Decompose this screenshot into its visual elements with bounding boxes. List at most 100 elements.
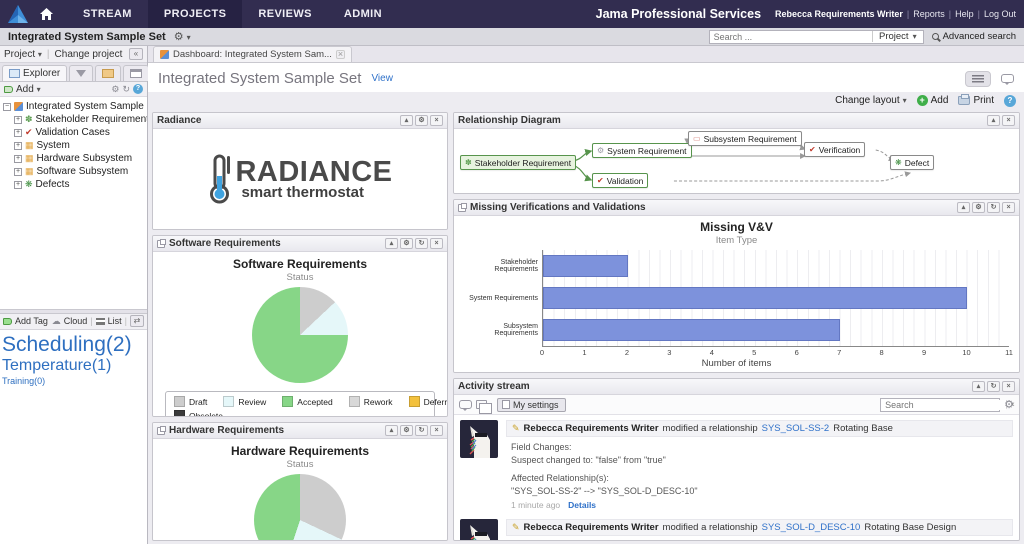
tree-item-hardware-subsystem[interactable]: + ▦ Hardware Subsystem [14,153,133,164]
widget-settings-icon[interactable]: ⚙ [972,202,985,213]
tree-settings-gear-icon[interactable]: ⚙ [111,83,120,94]
expand-node-icon[interactable]: + [14,180,22,189]
all-activity-filter-icon[interactable] [476,400,492,414]
node-stakeholder-requirement[interactable]: ✽ Stakeholder Requirement [460,155,577,170]
tab-explorer[interactable]: Explorer [2,65,68,81]
close-widget-icon[interactable]: × [1002,202,1015,213]
close-widget-icon[interactable]: × [430,238,443,249]
tree-item-defects[interactable]: + ❋ Defects [14,179,70,190]
tab-releases[interactable] [95,65,122,81]
activity-user[interactable]: Rebecca Requirements Writer [523,522,659,534]
details-link[interactable]: Details [568,500,597,511]
close-tab-icon[interactable]: × [335,49,345,59]
jama-logo-icon[interactable] [8,5,28,23]
collapse-widget-icon[interactable]: ▴ [987,115,1000,126]
add-button[interactable]: Add ▾ [16,83,41,95]
node-defect[interactable]: ❋ Defect [890,155,935,170]
search-scope-dropdown[interactable]: Project ▾ [871,31,923,42]
popout-icon[interactable] [157,425,166,435]
add-widget-button[interactable]: + Add [916,95,948,106]
print-button[interactable]: Print [958,94,994,106]
help-link[interactable]: Help [955,9,974,19]
comments-filter-icon[interactable] [459,400,472,411]
collapse-widget-icon[interactable]: ▴ [385,238,398,249]
refresh-widget-icon[interactable]: ↻ [987,381,1000,392]
hardware-status-pie[interactable] [254,474,346,540]
tree-item-system[interactable]: + ▦ System [14,140,70,151]
activity-item-link[interactable]: SYS_SOL-D_DESC-10 [761,522,861,534]
refresh-widget-icon[interactable]: ↻ [415,425,428,436]
project-menu[interactable]: Project ▾ [4,48,42,60]
software-status-pie[interactable] [252,287,348,383]
collapse-sidebar-button[interactable]: « [129,48,143,60]
node-system-requirement[interactable]: ⚙ System Requirement [592,143,692,158]
user-menu[interactable]: Rebecca Requirements Writer [775,9,903,19]
refresh-widget-icon[interactable]: ↻ [987,202,1000,213]
tag-training[interactable]: Training(0) [2,375,46,386]
tag-refresh-button[interactable]: ⇄ [130,315,144,327]
expand-node-icon[interactable]: + [14,128,22,137]
expand-node-icon[interactable]: + [14,167,22,176]
widget-settings-icon[interactable]: ⚙ [400,238,413,249]
node-subsystem-requirement[interactable]: ▭ Subsystem Requirement [688,131,802,146]
tree-item-validation-cases[interactable]: + ✔ Validation Cases [14,127,110,138]
expand-node-icon[interactable]: + [14,154,22,163]
activity-item-link[interactable]: SYS_SOL-SS-2 [761,423,830,434]
widget-settings-icon[interactable]: ⚙ [400,425,413,436]
close-widget-icon[interactable]: × [430,115,443,126]
tab-dashboard[interactable]: Dashboard: Integrated System Sam... × [153,46,352,62]
nav-projects[interactable]: PROJECTS [147,0,243,28]
expand-node-icon[interactable]: + [14,141,22,150]
tag-temperature[interactable]: Temperature(1) [2,356,112,374]
tree-item-root[interactable]: −Integrated System Sample Set [3,101,147,112]
logout-link[interactable]: Log Out [983,9,1016,19]
close-widget-icon[interactable]: × [1002,115,1015,126]
close-widget-icon[interactable]: × [1002,381,1015,392]
collapse-widget-icon[interactable]: ▴ [957,202,970,213]
dashboard-help-icon[interactable]: ? [1004,94,1016,107]
popout-icon[interactable] [157,238,166,248]
tag-scheduling[interactable]: Scheduling(2) [2,332,132,356]
close-widget-icon[interactable]: × [430,425,443,436]
activity-search-input[interactable] [881,399,1007,410]
reports-link[interactable]: Reports [913,9,945,19]
bar[interactable] [543,255,628,277]
change-layout-dropdown[interactable]: Change layout ▾ [835,95,907,106]
tag-cloud-toggle[interactable]: Cloud [63,316,88,326]
tree-help-icon[interactable]: ? [133,84,143,94]
clear-search-icon[interactable]: × [1006,400,1018,409]
tree-item-software-subsystem[interactable]: + ▦ Software Subsystem [14,166,129,177]
add-tag-button[interactable]: Add Tag [15,316,48,326]
node-verification[interactable]: ✔ Verification [804,142,866,157]
collapse-node-icon[interactable]: − [3,102,11,111]
bar[interactable] [543,287,967,309]
tab-views[interactable] [123,65,150,81]
stream-view-toggle-icon[interactable] [965,70,991,87]
node-validation[interactable]: ✔ Validation [592,173,649,188]
nav-admin[interactable]: ADMIN [343,8,382,20]
collapse-widget-icon[interactable]: ▴ [972,381,985,392]
tag-list-toggle[interactable]: List [107,316,122,326]
bar[interactable] [543,319,840,341]
nav-reviews[interactable]: REVIEWS [258,8,312,20]
refresh-widget-icon[interactable]: ↻ [415,238,428,249]
tree-item-stakeholder-requirements[interactable]: + ✽ Stakeholder Requirements [14,114,147,125]
my-settings-button[interactable]: My settings [497,397,566,412]
change-project-link[interactable]: Change project [54,48,123,60]
collapse-widget-icon[interactable]: ▴ [385,425,398,436]
advanced-search-link[interactable]: Advanced search [931,31,1016,42]
collapse-widget-icon[interactable]: ▴ [400,115,413,126]
project-settings-gear-icon[interactable]: ⚙ ▾ [173,31,191,43]
activity-settings-gear-icon[interactable]: ⚙ [1004,399,1014,411]
comments-icon[interactable] [1001,74,1014,85]
nav-stream[interactable]: STREAM [83,8,132,20]
global-search-input[interactable] [709,31,872,42]
panel-splitter[interactable] [0,308,147,314]
refresh-tree-icon[interactable]: ↻ [122,83,130,94]
home-icon[interactable] [40,8,53,20]
activity-user[interactable]: Rebecca Requirements Writer [523,423,659,434]
popout-icon[interactable] [458,202,467,212]
widget-settings-icon[interactable]: ⚙ [415,115,428,126]
expand-node-icon[interactable]: + [14,115,22,124]
tab-filters[interactable] [69,65,94,81]
